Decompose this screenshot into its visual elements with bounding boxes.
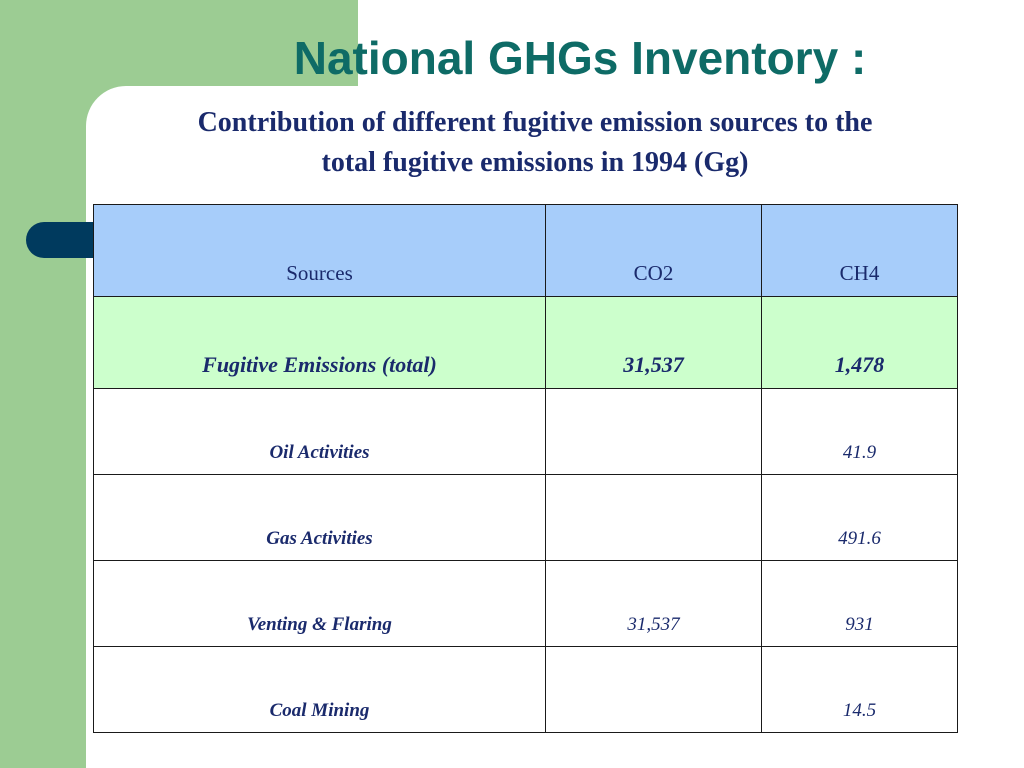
row-source: Gas Activities bbox=[93, 474, 546, 561]
header-ch4: CH4 bbox=[761, 204, 958, 297]
emissions-table: Sources CO2 CH4 Fugitive Emissions (tota… bbox=[93, 204, 958, 733]
background-top-right bbox=[358, 0, 1024, 90]
row-source: Oil Activities bbox=[93, 388, 546, 475]
table-header-row: Sources CO2 CH4 bbox=[93, 204, 958, 297]
row-co2: 31,537 bbox=[545, 560, 762, 647]
subtitle-line-2: total fugitive emissions in 1994 (Gg) bbox=[321, 147, 749, 178]
row-source: Coal Mining bbox=[93, 646, 546, 733]
row-co2 bbox=[545, 646, 762, 733]
header-co2: CO2 bbox=[545, 204, 762, 297]
row-ch4: 491.6 bbox=[761, 474, 958, 561]
subtitle-line-1: Contribution of different fugitive emiss… bbox=[197, 107, 873, 138]
table-row: Venting & Flaring 31,537 931 bbox=[93, 560, 958, 647]
row-co2 bbox=[545, 388, 762, 475]
row-ch4: 931 bbox=[761, 560, 958, 647]
total-ch4: 1,478 bbox=[761, 296, 958, 389]
row-co2 bbox=[545, 474, 762, 561]
slide-subtitle: Contribution of different fugitive emiss… bbox=[100, 103, 970, 183]
row-ch4: 41.9 bbox=[761, 388, 958, 475]
row-source: Venting & Flaring bbox=[93, 560, 546, 647]
table-row: Coal Mining 14.5 bbox=[93, 646, 958, 733]
table-row: Oil Activities 41.9 bbox=[93, 388, 958, 475]
table-total-row: Fugitive Emissions (total) 31,537 1,478 bbox=[93, 296, 958, 389]
table-row: Gas Activities 491.6 bbox=[93, 474, 958, 561]
header-sources: Sources bbox=[93, 204, 546, 297]
row-ch4: 14.5 bbox=[761, 646, 958, 733]
total-co2: 31,537 bbox=[545, 296, 762, 389]
total-source: Fugitive Emissions (total) bbox=[93, 296, 546, 389]
slide-title: National GHGs Inventory : bbox=[293, 32, 867, 84]
